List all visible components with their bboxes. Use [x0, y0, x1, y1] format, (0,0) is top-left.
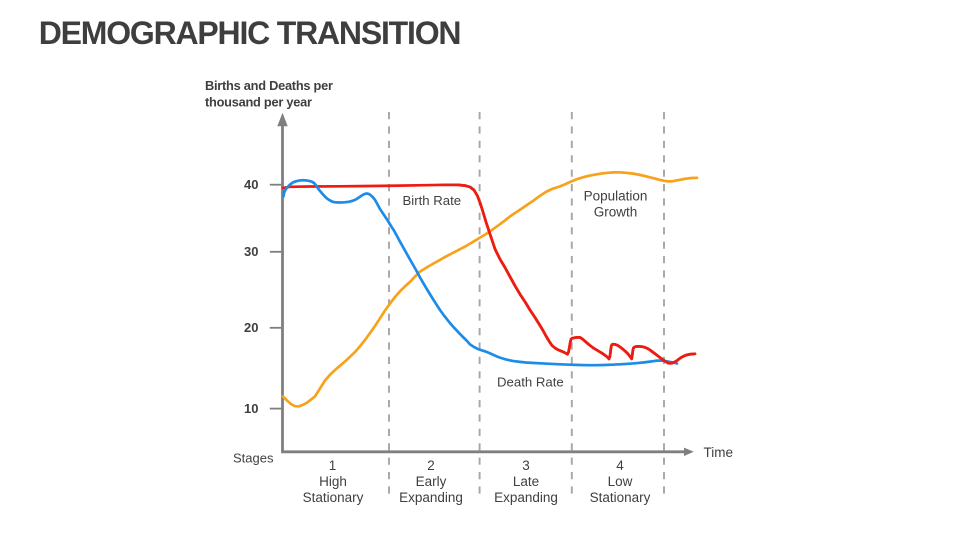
svg-text:1: 1 — [329, 458, 337, 473]
svg-text:Births and Deaths per: Births and Deaths per — [205, 78, 333, 93]
svg-text:Expanding: Expanding — [399, 490, 463, 505]
svg-text:Population: Population — [584, 189, 648, 204]
svg-text:Growth: Growth — [594, 205, 638, 220]
svg-text:3: 3 — [522, 458, 530, 473]
svg-text:High: High — [319, 474, 347, 489]
svg-text:Time: Time — [704, 445, 734, 460]
svg-text:30: 30 — [244, 244, 258, 259]
svg-text:2: 2 — [427, 458, 435, 473]
svg-text:40: 40 — [244, 177, 258, 192]
svg-text:Death Rate: Death Rate — [497, 375, 564, 390]
svg-text:thousand per year: thousand per year — [205, 94, 312, 109]
svg-text:Expanding: Expanding — [494, 490, 558, 505]
svg-text:10: 10 — [244, 401, 258, 416]
svg-text:Early: Early — [416, 474, 447, 489]
svg-text:Low: Low — [608, 474, 633, 489]
svg-text:Stationary: Stationary — [303, 490, 364, 505]
svg-text:Stationary: Stationary — [590, 490, 651, 505]
svg-text:Late: Late — [513, 474, 539, 489]
svg-text:Stages: Stages — [233, 450, 274, 465]
svg-text:20: 20 — [244, 320, 258, 335]
svg-text:4: 4 — [616, 458, 624, 473]
svg-text:Birth Rate: Birth Rate — [403, 193, 462, 208]
